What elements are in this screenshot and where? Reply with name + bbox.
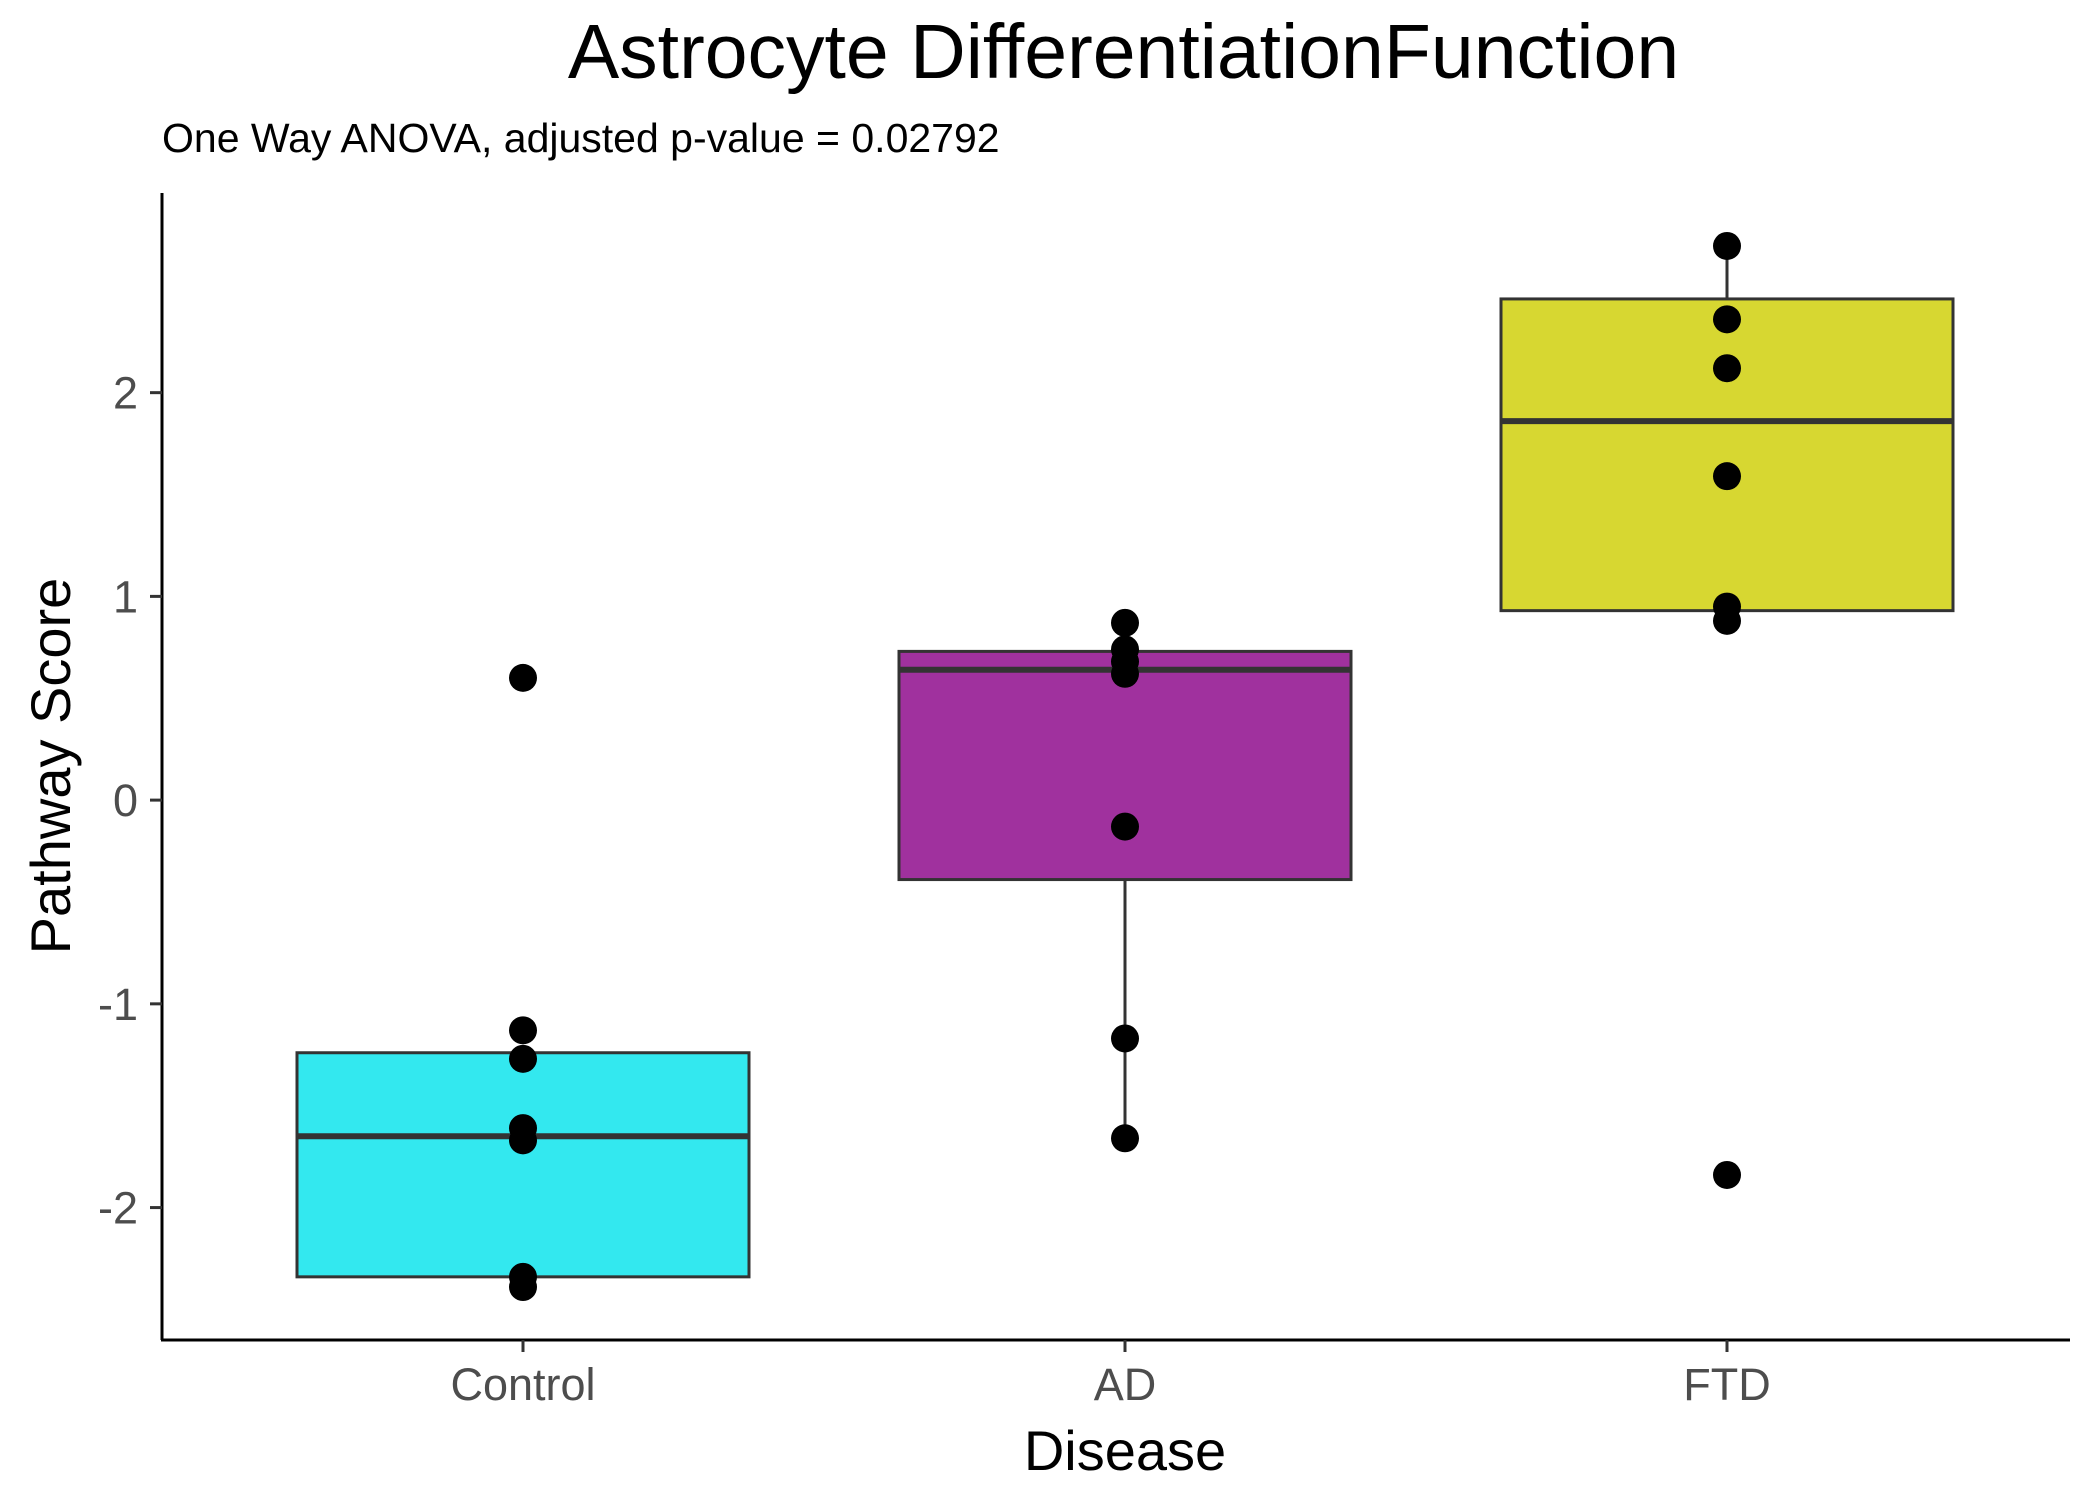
x-tick-label-ftd: FTD [1683, 1359, 1770, 1410]
box-ftd [1499, 297, 1955, 613]
data-point-control [509, 1126, 537, 1155]
data-point-ftd [1713, 305, 1741, 334]
data-point-ad [1111, 608, 1139, 637]
x-axis-title: Disease [1024, 1419, 1226, 1482]
data-point-ftd [1713, 462, 1741, 491]
data-point-ad [1111, 1124, 1139, 1153]
data-point-ftd [1713, 606, 1741, 635]
y-tick-label: -2 [98, 1183, 138, 1234]
data-point-ad [1111, 812, 1139, 841]
x-tick-label-control: Control [450, 1359, 595, 1410]
box-control [295, 1051, 751, 1279]
data-point-ftd [1713, 231, 1741, 260]
data-point-control [509, 1044, 537, 1073]
x-ticks: Control AD FTD [450, 1340, 1771, 1410]
chart-subtitle: One Way ANOVA, adjusted p-value = 0.0279… [162, 115, 1000, 161]
y-tick-label: 2 [113, 368, 138, 419]
data-point-ftd [1713, 1160, 1741, 1189]
data-point-control [509, 1016, 537, 1045]
data-point-control [509, 663, 537, 692]
y-ticks: -2 -1 0 1 2 [98, 368, 162, 1234]
y-axis-title: Pathway Score [19, 578, 82, 955]
box-ad [897, 649, 1353, 882]
chart-title: Astrocyte DifferentiationFunction [567, 9, 1680, 95]
y-tick-label: 0 [113, 775, 138, 826]
data-point-ftd [1713, 354, 1741, 383]
y-tick-label: 1 [113, 571, 138, 622]
data-point-ad [1111, 659, 1139, 688]
x-tick-label-ad: AD [1094, 1359, 1157, 1410]
boxes-layer [295, 245, 1955, 1279]
data-point-ad [1111, 1024, 1139, 1053]
y-tick-label: -1 [98, 979, 138, 1030]
data-point-control [509, 1273, 537, 1302]
points-layer [509, 231, 1741, 1302]
